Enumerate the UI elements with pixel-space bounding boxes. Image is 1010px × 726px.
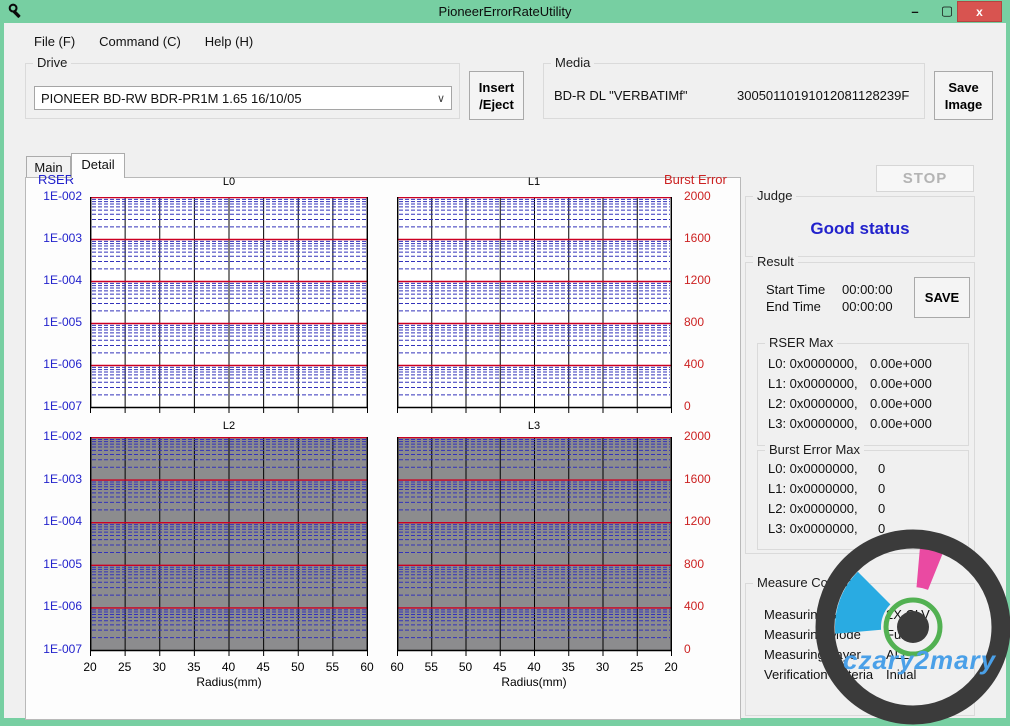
burst-max-l1-label: L1: 0x0000000, [768, 481, 858, 496]
start-time-label: Start Time [766, 282, 825, 297]
menu-bar: File (F) Command (C) Help (H) [4, 23, 1006, 59]
verification-criteria-value: Initial [886, 667, 916, 682]
rser-max-groupbox: RSER Max L0: 0x0000000, 0.00e+000 L1: 0x… [757, 343, 969, 446]
judge-groupbox: Judge Good status [745, 196, 975, 257]
rser-max-l0-value: 0.00e+000 [870, 356, 932, 371]
media-group-label: Media [551, 55, 594, 70]
media-serial: 30050110191012081128239F [737, 88, 909, 103]
rser-max-label: RSER Max [765, 335, 837, 350]
insert-eject-button[interactable]: Insert /Eject [469, 71, 524, 120]
drive-group-label: Drive [33, 55, 71, 70]
drive-select-value: PIONEER BD-RW BDR-PR1M 1.65 16/10/05 [41, 91, 302, 106]
tab-detail[interactable]: Detail [71, 153, 125, 178]
start-time-value: 00:00:00 [842, 282, 893, 297]
stop-button[interactable]: STOP [876, 165, 974, 192]
menu-help[interactable]: Help (H) [193, 30, 265, 53]
end-time-label: End Time [766, 299, 821, 314]
window-title: PioneerErrorRateUtility [0, 4, 1010, 19]
judge-group-label: Judge [753, 188, 796, 203]
measuring-layer-label: Measuring Layer [764, 647, 861, 662]
rser-max-l0-label: L0: 0x0000000, [768, 356, 858, 371]
burst-max-l1-value: 0 [878, 481, 885, 496]
measuring-speed-label: Measuring Speed [764, 607, 866, 622]
burst-max-l3-label: L3: 0x0000000, [768, 521, 858, 536]
measuring-layer-value: ALL [886, 647, 909, 662]
verification-criteria-label: Verification Criteria [764, 667, 873, 682]
menu-file[interactable]: File (F) [22, 30, 87, 53]
rser-max-l1-label: L1: 0x0000000, [768, 376, 858, 391]
rser-max-l2-value: 0.00e+000 [870, 396, 932, 411]
judge-status: Good status [746, 219, 974, 239]
burst-error-max-groupbox: Burst Error Max L0: 0x0000000, 0 L1: 0x0… [757, 450, 969, 550]
window-content: File (F) Command (C) Help (H) Drive PION… [4, 23, 1006, 718]
save-image-button[interactable]: Save Image [934, 71, 993, 120]
media-groupbox: Media BD-R DL "VERBATIMf" 30050110191012… [543, 63, 925, 119]
menu-command[interactable]: Command (C) [87, 30, 193, 53]
burst-max-l2-value: 0 [878, 501, 885, 516]
burst-max-l0-value: 0 [878, 461, 885, 476]
app-window: PioneerErrorRateUtility – ▢ x File (F) C… [0, 0, 1010, 726]
rser-max-l3-label: L3: 0x0000000, [768, 416, 858, 431]
measuring-mode-label: Measuring Mode [764, 627, 861, 642]
save-button[interactable]: SAVE [914, 277, 970, 318]
rser-max-l3-value: 0.00e+000 [870, 416, 932, 431]
drive-groupbox: Drive PIONEER BD-RW BDR-PR1M 1.65 16/10/… [25, 63, 460, 119]
rser-max-l2-label: L2: 0x0000000, [768, 396, 858, 411]
title-bar: PioneerErrorRateUtility – ▢ x [0, 0, 1010, 23]
minimize-button[interactable]: – [900, 0, 930, 22]
detail-tab-page [25, 177, 741, 720]
burst-max-l3-value: 0 [878, 521, 885, 536]
rser-max-l1-value: 0.00e+000 [870, 376, 932, 391]
chevron-down-icon: ∨ [437, 92, 445, 105]
burst-max-l2-label: L2: 0x0000000, [768, 501, 858, 516]
measuring-speed-value: 2X CLV [886, 607, 930, 622]
close-button[interactable]: x [957, 1, 1002, 22]
drive-select[interactable]: PIONEER BD-RW BDR-PR1M 1.65 16/10/05 ∨ [34, 86, 452, 110]
measuring-mode-value: Full [886, 627, 907, 642]
measure-condition-groupbox: Measure Condition Measuring Speed 2X CLV… [745, 583, 975, 716]
end-time-value: 00:00:00 [842, 299, 893, 314]
measure-condition-label: Measure Condition [753, 575, 870, 590]
result-groupbox: Result Start Time 00:00:00 End Time 00:0… [745, 262, 975, 554]
tab-main[interactable]: Main [26, 156, 71, 177]
result-group-label: Result [753, 254, 798, 269]
burst-error-max-label: Burst Error Max [765, 442, 864, 457]
media-type: BD-R DL "VERBATIMf" [554, 88, 687, 103]
burst-max-l0-label: L0: 0x0000000, [768, 461, 858, 476]
